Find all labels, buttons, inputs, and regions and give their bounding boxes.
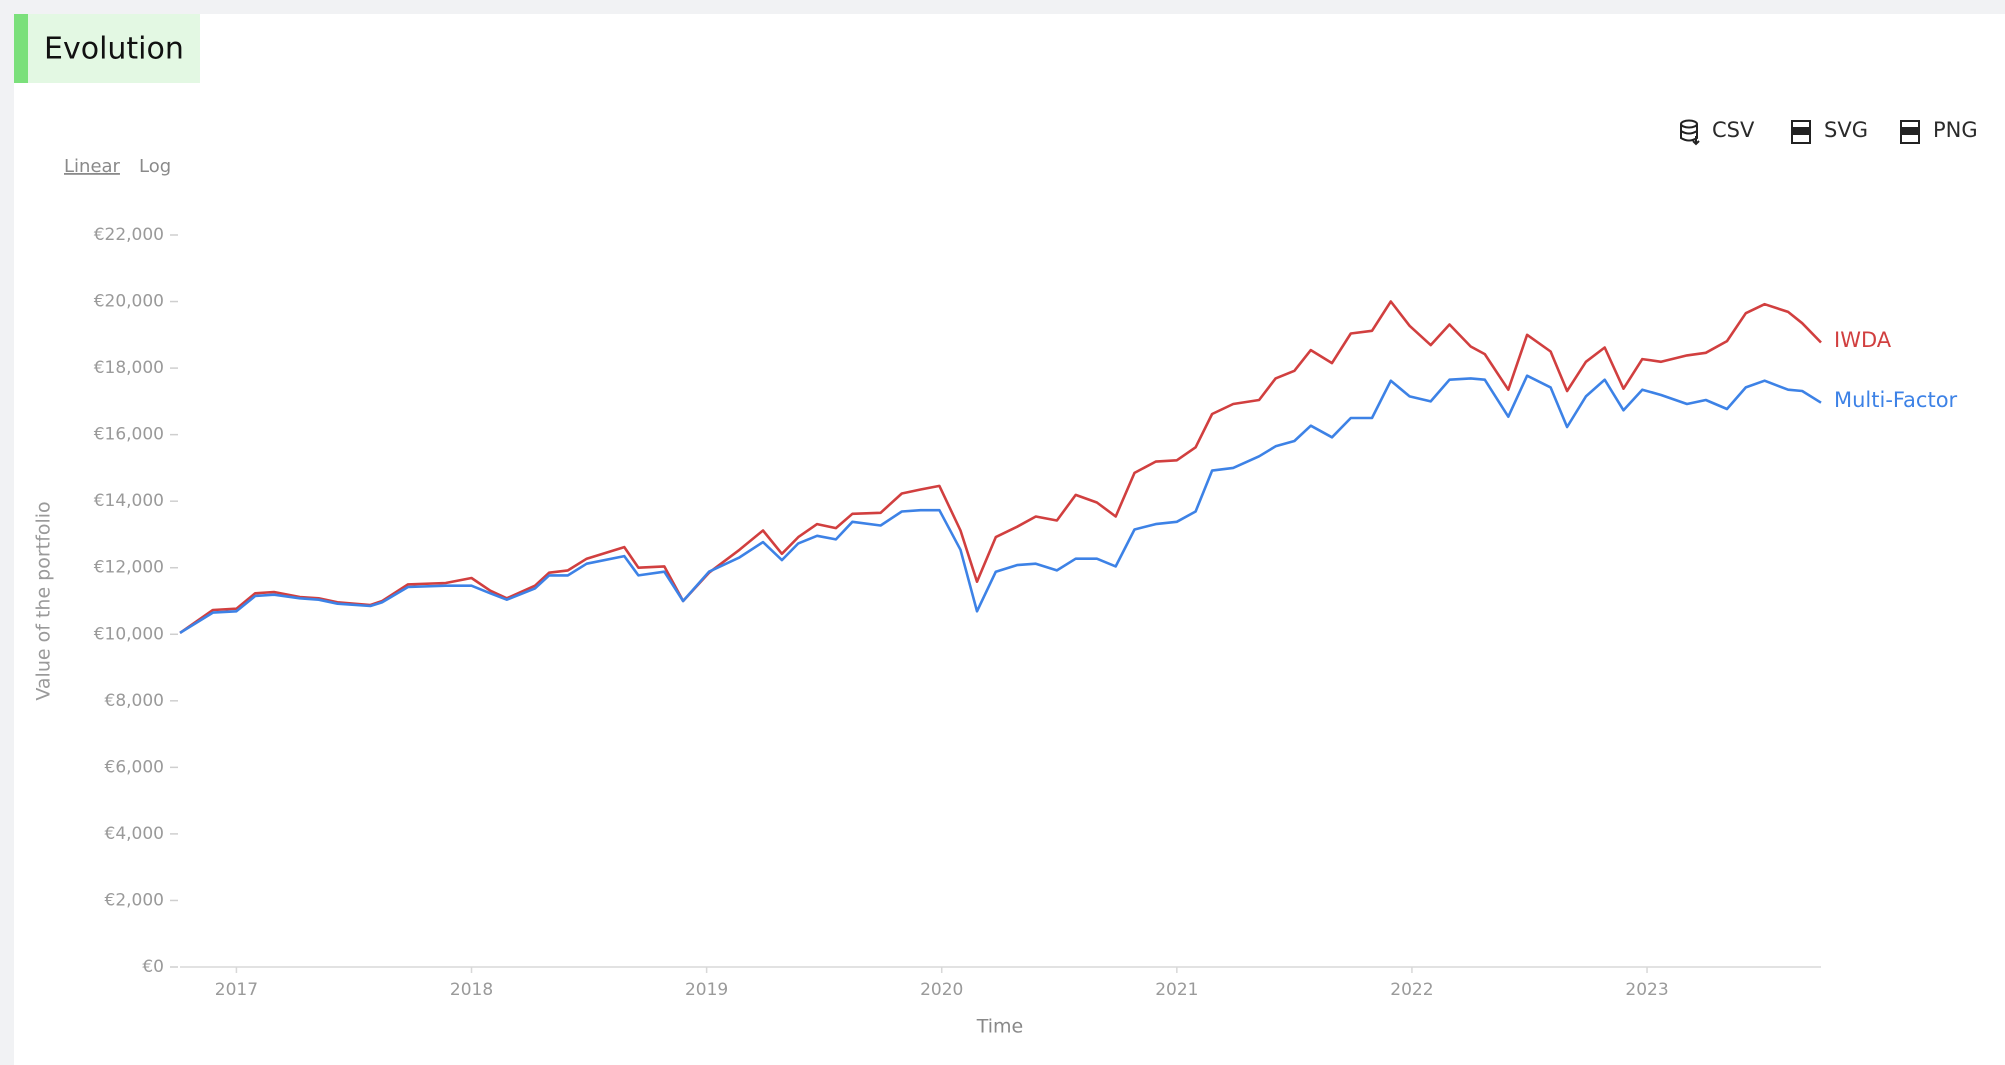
x-tick-label: 2018 [450,980,493,1000]
png-icon [1901,127,1919,135]
y-tick-label: €18,000 [94,358,164,378]
export-svg[interactable]: SVG [1824,118,1868,142]
series-label: IWDA [1834,328,1892,352]
svg-icon [1792,127,1810,135]
y-tick-label: €10,000 [94,624,164,644]
x-axis-label: Time [976,1016,1024,1038]
scale-log[interactable]: Log [139,156,171,177]
y-tick-label: €4,000 [105,824,164,844]
x-tick-label: 2023 [1625,980,1668,1000]
x-tick-label: 2021 [1155,980,1198,1000]
svg-button[interactable] [1791,120,1811,144]
x-tick-label: 2020 [920,980,963,1000]
y-tick-label: €14,000 [94,491,164,511]
y-tick-label: €0 [142,957,164,977]
title-accent [14,14,28,83]
section-title: Evolution [44,32,184,67]
y-tick-label: €6,000 [105,757,164,777]
series-line [179,374,1822,635]
csv-button[interactable] [1680,119,1700,146]
title-box [14,14,200,83]
scale-linear[interactable]: Linear [64,156,121,177]
x-tick-label: 2017 [215,980,258,1000]
series-label: Multi-Factor [1834,388,1958,412]
y-tick-label: €22,000 [94,225,164,245]
export-png[interactable]: PNG [1933,118,1978,142]
csv-icon [1692,136,1700,146]
series-line [179,300,1822,634]
y-tick-label: €16,000 [94,425,164,445]
panel [14,14,2005,1065]
y-axis-label: Value of the portfolio [33,501,55,700]
x-tick-label: 2019 [685,980,728,1000]
y-tick-label: €2,000 [105,890,164,910]
y-tick-label: €12,000 [94,558,164,578]
export-csv[interactable]: CSV [1712,118,1755,142]
y-tick-label: €8,000 [105,691,164,711]
y-tick-label: €20,000 [94,292,164,312]
png-button[interactable] [1900,120,1920,144]
x-tick-label: 2022 [1390,980,1433,1000]
